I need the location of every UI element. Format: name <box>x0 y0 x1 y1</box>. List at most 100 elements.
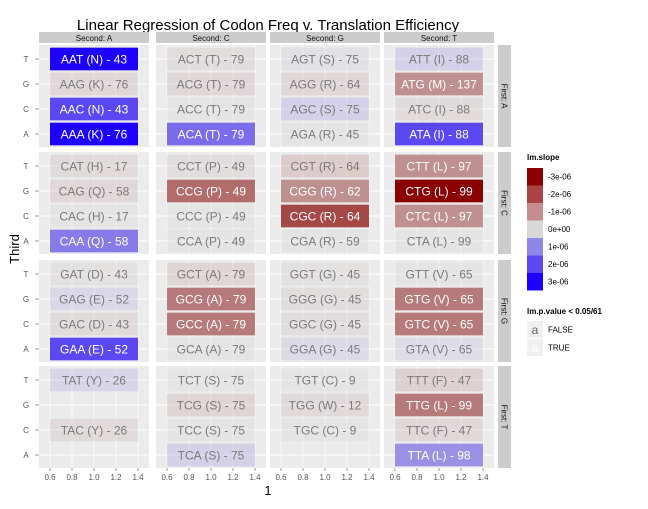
y-tick-label: G <box>23 80 29 89</box>
y-tick-label: T <box>24 270 29 279</box>
heatmap-cell <box>167 312 255 336</box>
cell-label: ACT (T) - 79 <box>178 53 245 67</box>
y-axis-label: Third <box>7 234 22 264</box>
heatmap-cell <box>281 262 369 286</box>
heatmap-cell <box>281 418 369 442</box>
legend-slope-label: 3e-06 <box>548 278 569 287</box>
cell-label: ACG (T) - 79 <box>177 78 246 92</box>
cell-label: TAT (Y) - 26 <box>62 374 126 388</box>
cell-label: TGT (C) - 9 <box>294 374 355 388</box>
facet-strip-column <box>384 32 494 43</box>
cell-label: CAG (Q) - 58 <box>59 185 130 199</box>
heatmap-cell <box>281 204 369 228</box>
legend-slope-label: 1e-06 <box>548 243 569 252</box>
x-tick-label: 0.6 <box>44 473 56 482</box>
cell-label: ATT (I) - 88 <box>409 53 470 67</box>
heatmap-cell <box>281 122 369 146</box>
x-tick-label: 1.4 <box>249 473 261 482</box>
heatmap-cell <box>50 154 138 178</box>
x-tick-label: 1.0 <box>88 473 100 482</box>
facet-strip-label: Second: T <box>421 34 457 43</box>
cell-label: GGT (G) - 45 <box>290 268 361 282</box>
heatmap-cell <box>395 312 483 336</box>
heatmap-cell <box>50 72 138 96</box>
legend-slope-swatch <box>527 238 543 256</box>
cell-label: TTC (F) - 47 <box>406 424 472 438</box>
heatmap-cell <box>395 443 483 467</box>
legend-significance-key: a <box>532 341 539 355</box>
heatmap-cell <box>395 262 483 286</box>
legend-significance-label: FALSE <box>548 326 573 335</box>
cell-label: TTT (F) - 47 <box>407 374 472 388</box>
x-tick-label: 0.8 <box>183 473 195 482</box>
heatmap-cell <box>281 97 369 121</box>
heatmap-cell <box>50 179 138 203</box>
heatmap-cell <box>50 287 138 311</box>
heatmap-cell <box>167 154 255 178</box>
y-tick-label: A <box>23 345 29 354</box>
heatmap-cell <box>167 393 255 417</box>
x-tick-label: 1.2 <box>455 473 467 482</box>
x-axis-label: 1 <box>264 483 271 498</box>
cell-label: GGG (G) - 45 <box>289 293 362 307</box>
cell-label: TTG (L) - 99 <box>406 399 472 413</box>
legend-significance-key: a <box>532 323 539 337</box>
x-tick-label: 1.4 <box>363 473 375 482</box>
chart-title: Linear Regression of Codon Freq v. Trans… <box>77 17 460 34</box>
cell-label: CCA (P) - 49 <box>177 235 245 249</box>
x-tick-label: 1.0 <box>319 473 331 482</box>
cell-label: AAA (K) - 76 <box>61 128 128 142</box>
x-tick-label: 1.0 <box>205 473 217 482</box>
cell-label: GGC (G) - 45 <box>289 318 361 332</box>
legend-slope-label: -1e-06 <box>548 208 572 217</box>
x-tick-label: 0.8 <box>297 473 309 482</box>
y-tick-label: G <box>23 295 29 304</box>
x-tick-label: 1.0 <box>433 473 445 482</box>
heatmap-cell <box>281 312 369 336</box>
cell-label: TCG (S) - 75 <box>177 399 246 413</box>
heatmap-cell <box>167 47 255 71</box>
cell-label: AAG (K) - 76 <box>60 78 129 92</box>
heatmap-cell <box>50 204 138 228</box>
x-tick-label: 0.6 <box>389 473 401 482</box>
heatmap-cell <box>50 262 138 286</box>
x-tick-label: 1.2 <box>227 473 239 482</box>
heatmap-cell <box>281 154 369 178</box>
cell-label: AAC (N) - 43 <box>60 103 129 117</box>
facet-strip-row <box>498 45 511 147</box>
cell-label: TAC (Y) - 26 <box>61 424 128 438</box>
cell-label: GAG (E) - 52 <box>59 293 129 307</box>
cell-label: TCC (S) - 75 <box>177 424 245 438</box>
heatmap-cell <box>395 154 483 178</box>
heatmap-cell <box>281 47 369 71</box>
cell-label: CGG (R) - 62 <box>289 185 361 199</box>
x-tick-label: 1.4 <box>132 473 144 482</box>
legend-slope: lm.slope -3e-06 -2e-06 -1e-06 0e+00 1e-06 2e-0… <box>527 153 572 291</box>
y-tick-label: C <box>23 105 29 114</box>
heatmap-cell <box>167 97 255 121</box>
heatmap-cell <box>395 72 483 96</box>
heatmap-cell <box>167 122 255 146</box>
heatmap-cell <box>167 337 255 361</box>
legend-significance-label: TRUE <box>548 344 570 353</box>
cell-label: CTG (L) - 99 <box>405 185 473 199</box>
facet-strip-column <box>156 32 266 43</box>
facet-strip-row <box>498 152 511 254</box>
cell-label: CTT (L) - 97 <box>406 160 471 174</box>
legend-slope-swatch <box>527 168 543 186</box>
cell-label: CGT (R) - 64 <box>290 160 359 174</box>
heatmap-cell <box>50 418 138 442</box>
y-tick-label: A <box>23 130 29 139</box>
heatmap-cell <box>281 72 369 96</box>
cell-label: CGA (R) - 59 <box>290 235 360 249</box>
cell-label: CGC (R) - 64 <box>290 210 361 224</box>
heatmap-cell <box>281 393 369 417</box>
heatmap-cell <box>167 262 255 286</box>
heatmap-cell <box>395 229 483 253</box>
legend-slope-swatch <box>527 220 543 238</box>
x-tick-label: 1.4 <box>477 473 489 482</box>
x-tick-label: 0.6 <box>161 473 173 482</box>
heatmap-cell <box>395 179 483 203</box>
cell-label: TTA (L) - 98 <box>407 449 470 463</box>
